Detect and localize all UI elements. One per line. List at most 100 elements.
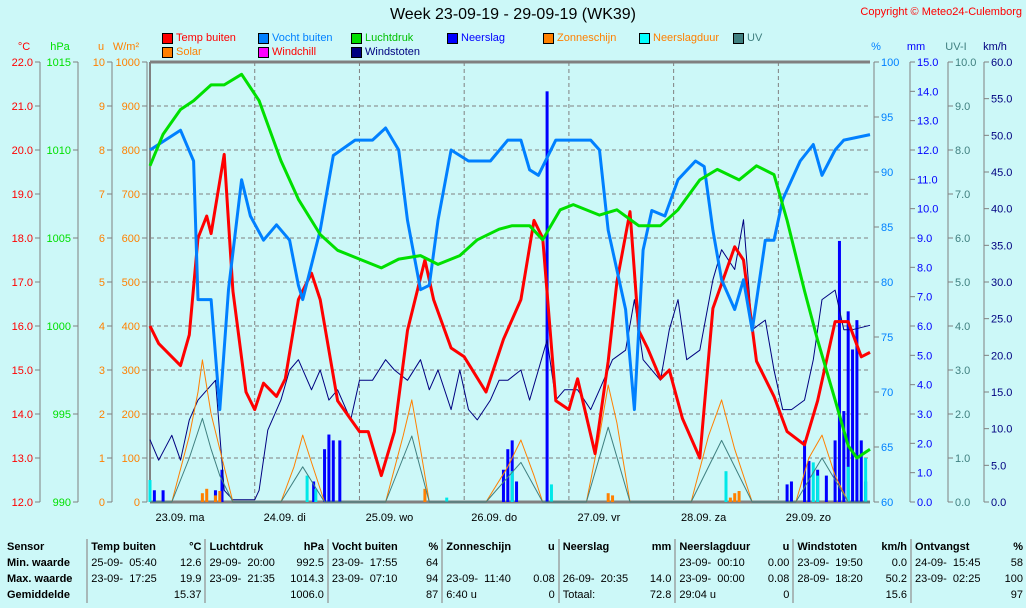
table-cell: 97	[1010, 589, 1023, 601]
axis-tick-label: 40.0	[991, 204, 1012, 216]
bar	[314, 488, 318, 502]
table-cell	[441, 555, 524, 571]
bar	[824, 475, 828, 502]
legend-item: Windstoten	[351, 46, 420, 58]
table-cell: 0.08	[767, 573, 790, 585]
axis-tick-label: 700	[122, 189, 140, 201]
axis-tick-label: 6	[99, 233, 105, 245]
axis-tick-label: 15.0	[12, 365, 33, 377]
series-neerslagduur	[148, 458, 868, 502]
axis-tick-label: 4.0	[917, 380, 932, 392]
axis-tick-label: 30.0	[991, 277, 1012, 289]
axis-tick-label: 9	[99, 101, 105, 113]
table-cell	[910, 587, 993, 603]
axis-tick-label: 75	[881, 332, 893, 344]
axis-tick-label: 9.0	[917, 233, 932, 245]
table-cell: Gemiddelde	[7, 589, 70, 601]
axis-tick-label: 0.0	[917, 497, 932, 509]
day-label: 26.09. do	[471, 512, 517, 524]
legend-item: Neerslag	[447, 32, 505, 44]
axis-tick-label: 900	[122, 101, 140, 113]
legend-item: Solar	[162, 46, 202, 58]
axis-tick-label: 995	[53, 409, 71, 421]
table-header-cell: Ontvangst	[910, 539, 993, 555]
bar	[737, 491, 741, 502]
bar	[218, 491, 222, 502]
series-luchtdruk	[148, 72, 871, 460]
axis-tick-label: 1.0	[955, 453, 970, 465]
legend-item: Vocht buiten	[258, 32, 333, 44]
legend-label: UV	[747, 32, 763, 44]
series-solar	[149, 359, 871, 503]
table-cell: 0.0	[891, 557, 908, 569]
legend-swatch	[258, 32, 269, 44]
axis-unit-press: hPa	[50, 41, 70, 53]
bar	[305, 475, 309, 502]
table-cell: 25-09- 05:40	[86, 555, 170, 571]
axis-tick-label: 8.0	[955, 145, 970, 157]
axis-tick-label: 70	[881, 387, 893, 399]
legend-swatch	[351, 32, 362, 44]
axis-tick-label: 400	[122, 321, 140, 333]
table-cell	[557, 555, 641, 571]
legend-label: Solar	[176, 46, 202, 58]
table-header-cell: u	[782, 541, 790, 553]
table-cell: 12.6	[180, 557, 202, 569]
legend-swatch	[543, 32, 554, 44]
table-row: Sensor Temp buiten °C Luchtdruk hPa Vocht bui…	[4, 539, 1026, 555]
series-neerslag	[152, 91, 868, 502]
axis-tick-label: 13.0	[12, 453, 33, 465]
table-cell: 29-09- 20:00	[204, 555, 288, 571]
table-cell: 15.37	[173, 589, 202, 601]
bar	[785, 484, 789, 502]
table-cell: Max. waarde	[7, 573, 73, 585]
axis-tick-label: 0.0	[991, 497, 1006, 509]
table-header-cell: %	[428, 541, 439, 553]
axis-tick-label: 4	[99, 321, 105, 333]
axis-unit-temp: °C	[18, 41, 30, 53]
legend-label: Neerslag	[461, 32, 506, 44]
axis-tick-label: 10	[93, 57, 105, 69]
table-cell: 0.08	[533, 573, 555, 585]
bar	[859, 440, 863, 502]
axis-tick-label: 1015	[47, 57, 71, 69]
axis-tick-label: 50.0	[991, 130, 1012, 142]
axis-tick-label: 800	[122, 145, 140, 157]
axis-tick-label: 12.0	[917, 145, 938, 157]
table-header-cell: hPa	[303, 541, 324, 553]
table-cell: 24-09- 15:45	[910, 555, 993, 571]
axis-tick-label: 95	[881, 112, 893, 124]
table-header-cell: km/h	[881, 541, 908, 553]
legend-swatch	[162, 32, 173, 44]
bar	[728, 497, 732, 502]
axis-tick-label: 3.0	[955, 365, 970, 377]
table-cell	[792, 587, 876, 603]
series-uv	[149, 417, 871, 503]
axis-tick-label: 990	[53, 497, 71, 509]
table-cell: 19.9	[180, 573, 202, 585]
legend-swatch	[351, 46, 362, 58]
bar	[331, 440, 335, 502]
axis-unit-hours: u	[98, 41, 104, 53]
table-cell: 1006.0	[290, 589, 324, 601]
axis-tick-label: 20.0	[991, 350, 1012, 362]
legend-label: Luchtdruk	[365, 32, 414, 44]
bar	[161, 490, 165, 502]
axis-tick-label: 2.0	[917, 438, 932, 450]
bar	[864, 458, 868, 502]
bar	[312, 481, 316, 502]
axis-tick-label: 1	[99, 453, 105, 465]
axis-tick-label: 0	[134, 497, 140, 509]
table-cell	[86, 587, 170, 603]
axis-tick-label: 11.0	[917, 174, 938, 186]
axis-tick-label: 200	[122, 409, 140, 421]
table-cell: 100	[1004, 573, 1023, 585]
table-cell	[524, 555, 559, 571]
table-cell: 23-09- 00:10	[674, 555, 759, 571]
axis-unit-uv: UV-I	[945, 41, 966, 53]
series-line	[149, 126, 871, 412]
legend-label: Windstoten	[365, 46, 421, 58]
axis-tick-label: 7.0	[917, 292, 932, 304]
day-label: 25.09. wo	[366, 512, 414, 524]
axis-tick-label: 10.0	[917, 204, 938, 216]
